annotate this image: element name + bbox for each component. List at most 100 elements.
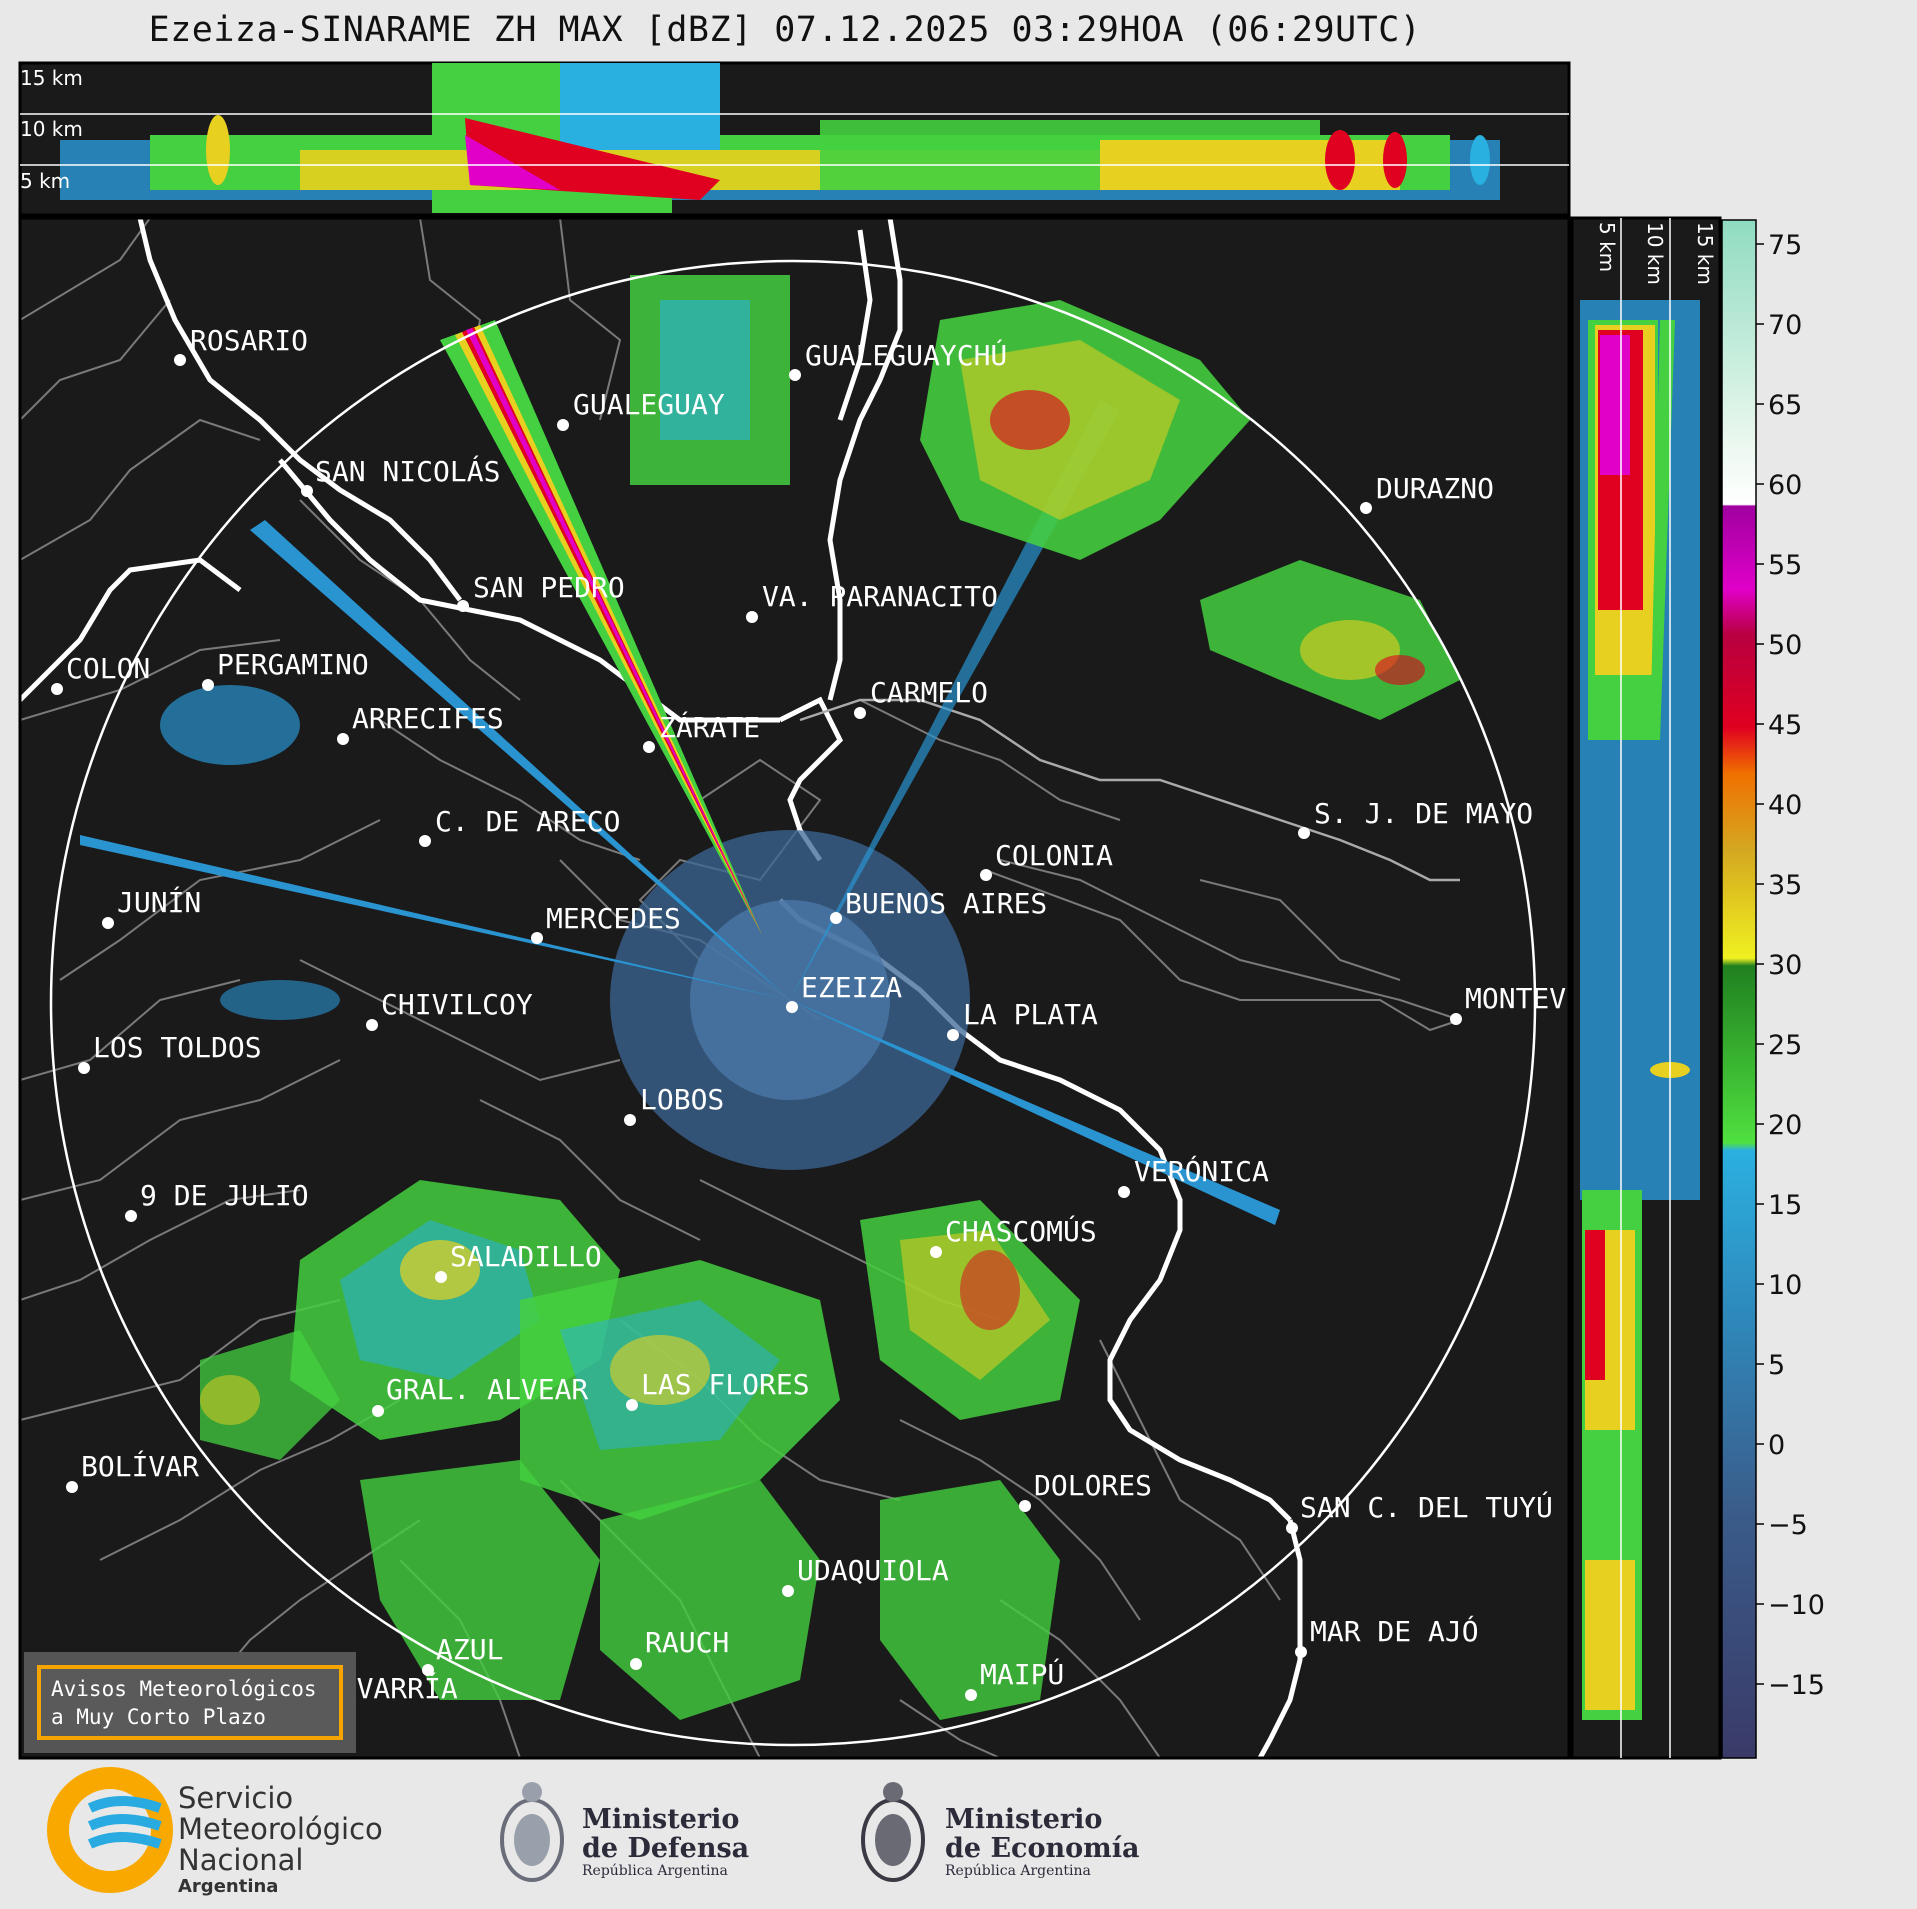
city-label-chascomus: CHASCOMÚS (945, 1214, 1097, 1248)
colorbar-tick: 30 (1768, 950, 1802, 981)
colorbar-tick: −5 (1768, 1510, 1808, 1541)
colorbar-tick: −15 (1768, 1670, 1825, 1701)
city-label-colon: COLON (66, 652, 150, 685)
city-label-rauch: RAUCH (645, 1626, 729, 1659)
city-dot (457, 600, 469, 612)
city-markers: ROSARIO GUALEGUAYCHÚ GUALEGUAY SAN NICOL… (51, 324, 1566, 1716)
city-dot (786, 1001, 798, 1013)
city-dot (1019, 1500, 1031, 1512)
city-dot (624, 1114, 636, 1126)
city-label-san-pedro: SAN PEDRO (473, 571, 625, 604)
economia-logo-text: Ministerio de Economía República Argenti… (945, 1805, 1139, 1879)
city-dot (422, 1664, 434, 1676)
colorbar-ticks: 75 70 65 60 55 50 45 40 35 30 25 20 15 1… (1756, 230, 1825, 1701)
map-frame (18, 216, 1571, 1760)
top-label-10km: 10 km (20, 117, 83, 141)
city-dot (1450, 1013, 1462, 1025)
colorbar (1721, 219, 1757, 1759)
city-label-colonia: COLONIA (995, 839, 1113, 872)
city-label-sj-de-mayo: S. J. DE MAYO (1314, 797, 1533, 830)
side-label-15km: 15 km (1693, 222, 1717, 285)
colorbar-tick: 45 (1768, 710, 1802, 741)
city-label-arrecifes: ARRECIFES (352, 702, 504, 735)
top-section-echoes (60, 63, 1500, 213)
city-dot (66, 1481, 78, 1493)
colorbar-tick: 55 (1768, 550, 1802, 581)
city-dot (1298, 827, 1310, 839)
city-dot (1360, 502, 1372, 514)
colorbar-tick: 20 (1768, 1110, 1802, 1141)
avisos-button[interactable]: Avisos Meteorológicos a Muy Corto Plazo (37, 1665, 343, 1740)
city-label-azul: AZUL (436, 1633, 503, 1666)
colorbar-tick: 10 (1768, 1270, 1802, 1301)
city-dot (435, 1271, 447, 1283)
colorbar-tick: 40 (1768, 790, 1802, 821)
defensa-line1: Ministerio (582, 1804, 740, 1835)
defensa-line2: de Defensa (582, 1833, 750, 1864)
city-dot (202, 679, 214, 691)
city-dot (372, 1405, 384, 1417)
city-dot (419, 835, 431, 847)
colorbar-tick: 35 (1768, 870, 1802, 901)
city-label-zarate: ZÁRATE (659, 710, 760, 744)
economia-line3: República Argentina (945, 1863, 1091, 1879)
city-dot (1286, 1522, 1298, 1534)
city-label-ezeiza: EZEIZA (801, 971, 902, 1004)
city-dot (965, 1689, 977, 1701)
city-dot (643, 741, 655, 753)
economia-line1: Ministerio (945, 1804, 1103, 1835)
colorbar-tick: 0 (1768, 1430, 1785, 1461)
smn-logo-ring-icon (47, 1767, 173, 1893)
colorbar-tick: 15 (1768, 1190, 1802, 1221)
city-dot (746, 611, 758, 623)
city-dot (51, 683, 63, 695)
city-label-9-de-julio: 9 DE JULIO (140, 1179, 309, 1212)
defensa-line3: República Argentina (582, 1863, 728, 1879)
city-dot (854, 707, 866, 719)
city-label-la-plata: LA PLATA (963, 998, 1098, 1031)
city-dot (337, 733, 349, 745)
defensa-logo-text: Ministerio de Defensa República Argentin… (582, 1805, 749, 1879)
city-dot (947, 1029, 959, 1041)
city-label-mercedes: MERCEDES (546, 902, 681, 935)
smn-line1: Servicio (178, 1781, 294, 1815)
colorbar-tick: 5 (1768, 1350, 1785, 1381)
city-dot (789, 369, 801, 381)
city-label-los-toldos: LOS TOLDOS (93, 1031, 262, 1064)
city-label-lobos: LOBOS (640, 1083, 724, 1116)
city-dot (78, 1062, 90, 1074)
top-label-5km: 5 km (20, 169, 70, 193)
colorbar-tick: 70 (1768, 310, 1802, 341)
city-label-c-de-areco: C. DE ARECO (435, 805, 620, 838)
city-dot (301, 485, 313, 497)
economia-seal-icon (861, 1782, 925, 1882)
city-label-bolivar: BOLÍVAR (81, 1449, 199, 1483)
city-label-maipu: MAIPÚ (980, 1657, 1064, 1691)
uruguay-coast (799, 698, 1460, 882)
city-label-va-paranacito: VA. PARANACITO (762, 580, 998, 613)
city-dot (626, 1399, 638, 1411)
smn-logo-text: Servicio Meteorológico Nacional Argentin… (178, 1781, 383, 1898)
colorbar-tick: 75 (1768, 230, 1802, 261)
city-dot (1295, 1646, 1307, 1658)
smn-logo (47, 1767, 173, 1893)
city-label-junin: JUNÍN (117, 885, 201, 919)
city-label-udaquiola: UDAQUIOLA (797, 1554, 949, 1587)
city-label-chivilcoy: CHIVILCOY (381, 988, 533, 1021)
city-label-carmelo: CARMELO (870, 676, 988, 709)
city-dot (174, 354, 186, 366)
city-dot (980, 869, 992, 881)
side-label-5km: 5 km (1595, 222, 1619, 272)
colorbar-tick: 50 (1768, 630, 1802, 661)
side-label-10km: 10 km (1643, 222, 1667, 285)
city-label-saladillo: SALADILLO (450, 1240, 602, 1273)
city-label-durazno: DURAZNO (1376, 472, 1494, 505)
city-label-gualeguaychu: GUALEGUAYCHÚ (805, 338, 1007, 372)
city-label-montevideo: MONTEV (1465, 982, 1566, 1015)
colorbar-tick: 25 (1768, 1030, 1802, 1061)
city-label-gualeguay: GUALEGUAY (573, 388, 725, 421)
city-dot (531, 932, 543, 944)
city-label-gral-alvear: GRAL. ALVEAR (386, 1373, 588, 1406)
smn-logo-waves-icon (87, 1796, 162, 1849)
city-dot (782, 1585, 794, 1597)
